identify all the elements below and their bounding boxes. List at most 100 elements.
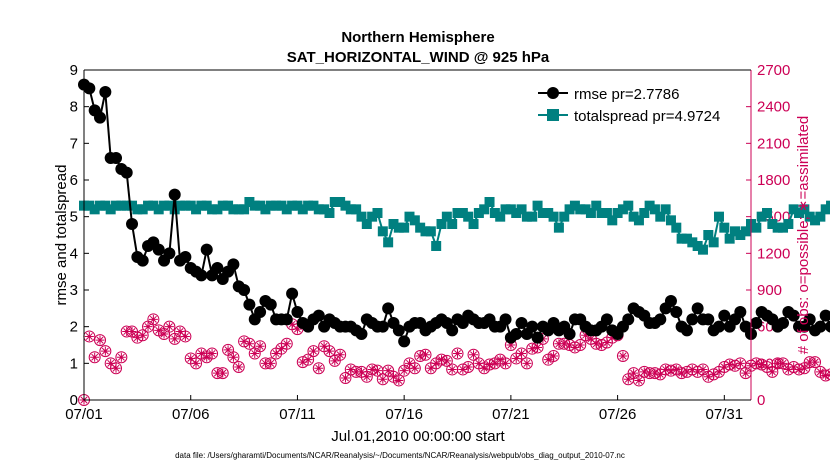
rmse-point [702, 313, 715, 326]
rmse-point [168, 188, 181, 201]
totalspread-point [281, 204, 292, 215]
obs-assimilated-marker [143, 322, 153, 332]
obs-assimilated-marker [575, 340, 585, 350]
totalspread-point [767, 219, 778, 229]
totalspread-point [473, 208, 484, 218]
obs-assimilated-marker [148, 314, 158, 324]
totalspread-point [217, 200, 228, 211]
obs-assimilated-marker [100, 346, 110, 356]
rmse-point [600, 313, 613, 326]
rmse-point [254, 306, 267, 318]
totalspread-point [207, 204, 218, 215]
obs-assimilated-marker [116, 352, 126, 362]
obs-assimilated-marker [410, 363, 420, 373]
totalspread-point [628, 211, 639, 222]
obs-possible-marker [280, 337, 293, 350]
obs-possible-marker [766, 365, 779, 378]
totalspread-point [740, 226, 751, 237]
totalspread-point [708, 237, 719, 248]
totalspread-point [505, 204, 516, 215]
totalspread-point [639, 208, 650, 218]
obs-possible-marker [216, 367, 229, 380]
obs-possible-marker [94, 334, 107, 347]
rmse-point [510, 328, 523, 340]
chart-title-line2: SAT_HORIZONTAL_WIND @ 925 hPa [287, 49, 550, 66]
obs-assimilated-marker [741, 368, 751, 378]
obs-possible-marker [499, 357, 512, 370]
totalspread-point [564, 204, 575, 215]
y-right-tick-label: 2100 [757, 135, 790, 152]
rmse-point [691, 302, 704, 315]
obs-assimilated-marker [623, 374, 633, 384]
obs-assimilated-marker [111, 363, 121, 373]
rmse-point [243, 298, 256, 311]
totalspread-point [532, 200, 543, 211]
obs-assimilated-marker [714, 367, 724, 377]
rmse-point [803, 313, 816, 326]
totalspread-point [308, 200, 319, 211]
rmse-point [670, 306, 683, 318]
totalspread-point [665, 215, 676, 226]
totalspread-point [489, 208, 500, 218]
rmse-point [264, 298, 277, 311]
obs-assimilated-marker [308, 346, 318, 356]
totalspread-point [553, 222, 564, 233]
totalspread-point [191, 204, 202, 215]
totalspread-point [703, 230, 714, 240]
totalspread-point [399, 222, 410, 233]
totalspread-point [324, 208, 335, 218]
obs-possible-marker [99, 345, 112, 358]
obs-assimilated-marker [799, 363, 809, 373]
obs-assimilated-marker [180, 331, 190, 341]
totalspread-point [607, 215, 618, 226]
totalspread-point [148, 200, 159, 211]
totalspread-point [345, 204, 356, 215]
totalspread-point [788, 204, 799, 215]
rmse-point [110, 152, 123, 164]
totalspread-point [521, 211, 532, 222]
totalspread-point [111, 200, 122, 211]
x-tick-label: 07/11 [279, 406, 315, 423]
obs-assimilated-marker [549, 351, 559, 361]
x-tick-label: 07/26 [599, 406, 637, 423]
obs-assimilated-marker [90, 352, 100, 362]
obs-assimilated-marker [490, 358, 500, 368]
totalspread-point [687, 237, 698, 248]
x-tick-label: 07/01 [65, 406, 103, 423]
x-tick-label: 07/06 [172, 406, 210, 423]
obs-assimilated-marker [314, 363, 324, 373]
rmse-point [376, 320, 389, 333]
obs-possible-marker [307, 345, 320, 358]
totalspread-point [815, 211, 826, 222]
totalspread-point [121, 200, 132, 211]
obs-possible-marker [547, 350, 560, 362]
obs-assimilated-marker [762, 362, 772, 372]
totalspread-point [201, 200, 212, 211]
totalspread-point [420, 226, 431, 237]
obs-assimilated-marker [127, 327, 137, 337]
totalspread-point [132, 204, 143, 215]
rmse-point [126, 218, 139, 230]
obs-possible-marker [334, 348, 347, 361]
obs-assimilated-marker [474, 358, 484, 368]
totalspread-point [543, 208, 554, 218]
obs-assimilated-marker [95, 335, 105, 345]
y-left-tick-label: 2 [70, 319, 78, 336]
obs-assimilated-marker [175, 327, 185, 337]
totalspread-point [276, 200, 287, 211]
rmse-point [814, 320, 827, 333]
totalspread-point [335, 197, 346, 207]
rmse-point [312, 309, 325, 322]
totalspread-point [404, 211, 415, 222]
obs-possible-marker [819, 369, 830, 382]
rmse-point [200, 243, 213, 256]
obs-possible-marker [232, 361, 245, 373]
y-left-tick-label: 4 [70, 245, 78, 262]
obs-assimilated-marker [84, 331, 94, 341]
x-tick-label: 07/31 [706, 406, 744, 423]
obs-assimilated-marker [250, 349, 260, 359]
rmse-point [94, 111, 107, 124]
totalspread-point [612, 208, 623, 218]
rmse-point [286, 287, 299, 300]
